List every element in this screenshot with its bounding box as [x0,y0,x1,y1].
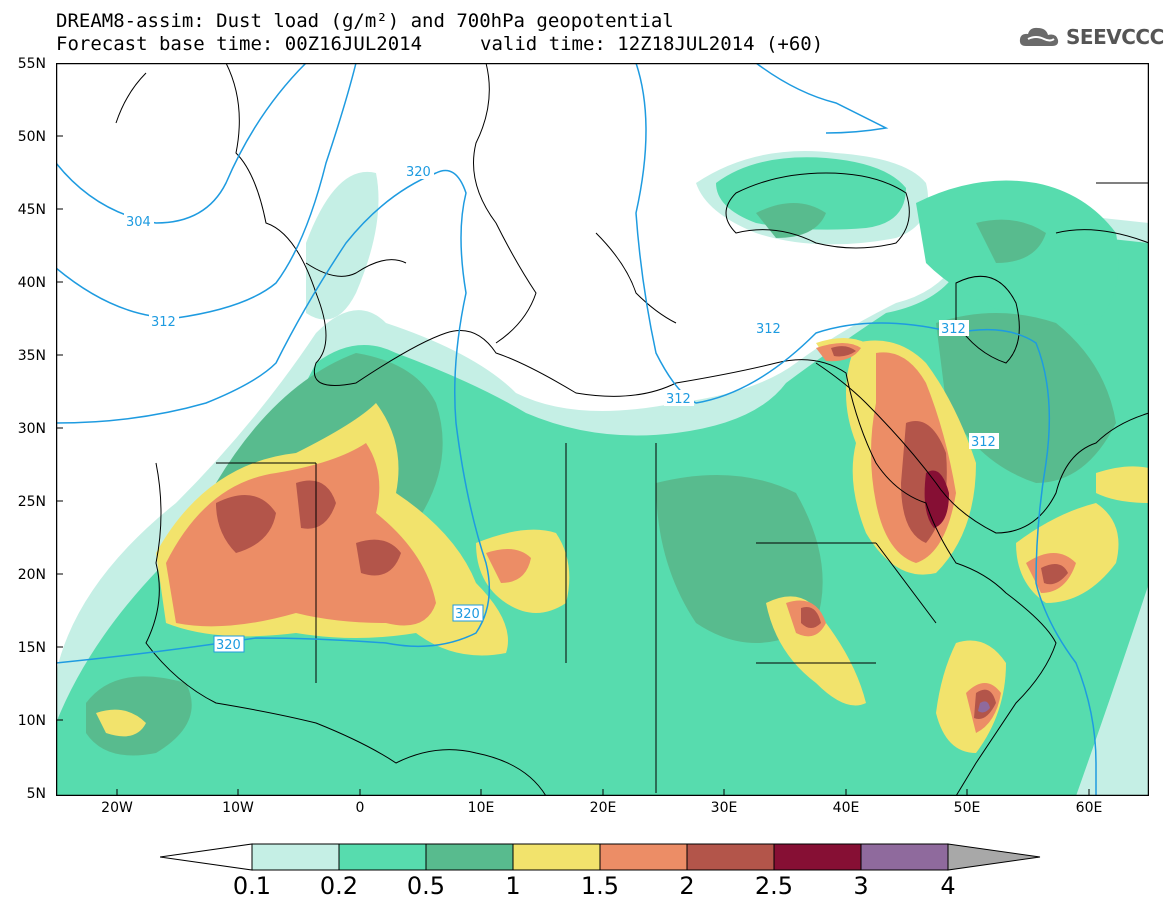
colorbar-label: 2 [679,872,695,900]
logo-text: SEEVCCC [1066,25,1164,49]
lon-label: 0 [355,800,365,816]
lat-label: 35N [17,348,46,364]
lat-label: 50N [17,129,46,145]
title-line-2-valid-time: valid time: 12Z18JUL2014 (+60) [480,33,824,55]
seevccc-logo: SEEVCCC [1018,24,1164,50]
lon-label: 10E [467,800,495,816]
contour-label: 312 [151,315,176,330]
contour-label: 312 [941,322,966,337]
contour-label: 320 [455,607,480,622]
lon-label: 20W [101,800,133,816]
colorbar-swatch [860,843,949,871]
lat-label: 45N [17,202,46,218]
colorbar-swatch [425,843,514,871]
colorbar-label: 0.1 [232,872,272,900]
colorbar-label: 3 [853,872,869,900]
lon-label: 20E [589,800,617,816]
lat-label: 15N [17,640,46,656]
colorbar [160,843,1041,871]
lat-label: 25N [17,494,46,510]
colorbar-label: 4 [940,872,956,900]
dust-load-map: 304 312 320 320 312 312 312 312 320 [56,63,1149,796]
contour-label: 320 [406,165,431,180]
lat-label: 40N [17,275,46,291]
graticule-ticks [56,135,1090,796]
cloud-icon [1019,27,1059,46]
colorbar-swatch [251,843,340,871]
colorbar-swatch [599,843,688,871]
colorbar-label: 2.5 [754,872,794,900]
colorbar-swatch [773,843,862,871]
colorbar-high-extend [947,843,1041,871]
contour-label: 320 [216,638,241,653]
dust-level-3 [978,701,990,713]
colorbar-label: 0.5 [406,872,446,900]
lat-label: 30N [17,421,46,437]
coastlines-borders [115,63,1149,796]
colorbar-swatch [338,843,427,871]
title-line-2-base-time: Forecast base time: 00Z16JUL2014 [56,33,423,55]
colorbar-label: 1.5 [580,872,620,900]
lat-label: 20N [17,567,46,583]
contour-label: 312 [971,435,996,450]
lat-label: 55N [17,56,46,72]
title-line-1: DREAM8-assim: Dust load (g/m²) and 700hP… [56,10,674,32]
contour-labels: 304 312 320 320 312 312 312 312 320 [124,163,999,653]
lat-label: 10N [17,713,46,729]
lat-label: 5N [26,786,46,802]
colorbar-label: 1 [505,872,521,900]
colorbar-swatch [512,843,601,871]
lon-label: 60E [1075,800,1103,816]
contour-label: 304 [126,215,151,230]
colorbar-swatch [686,843,775,871]
colorbar-low-extend [160,843,253,871]
map-border [56,63,1149,796]
colorbar-label: 0.2 [319,872,359,900]
dust-level-2-5 [924,470,949,528]
lon-label: 50E [953,800,981,816]
contour-label: 312 [666,392,691,407]
dust-level-1-5 [166,343,1076,733]
lon-label: 40E [832,800,860,816]
lon-label: 10W [222,800,254,816]
contour-label: 312 [756,322,781,337]
lon-label: 30E [710,800,738,816]
